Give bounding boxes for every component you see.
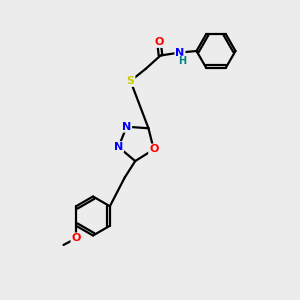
Text: O: O [149, 145, 158, 154]
Text: S: S [127, 76, 134, 86]
Text: N: N [176, 47, 184, 58]
Text: O: O [71, 233, 81, 243]
Text: N: N [122, 122, 131, 132]
Text: H: H [178, 56, 187, 67]
Text: O: O [154, 37, 164, 47]
Text: N: N [114, 142, 123, 152]
